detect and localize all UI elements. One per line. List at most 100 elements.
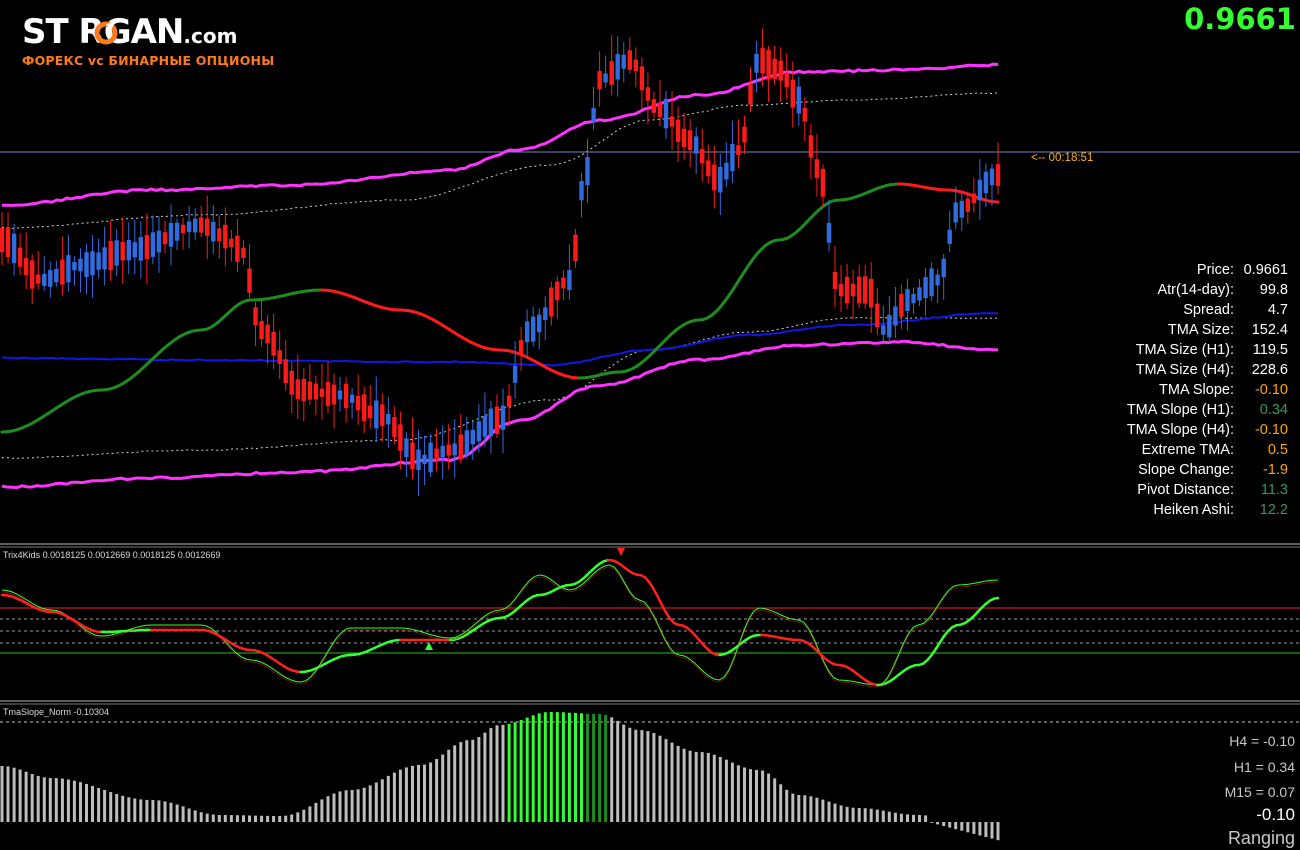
candle-body [470, 430, 475, 445]
candle-body [518, 340, 524, 356]
candle-body [537, 314, 542, 333]
candle-body [911, 294, 916, 304]
candle-body [72, 262, 77, 271]
tma-inner-upper-band [2, 92, 999, 229]
candle-body [681, 128, 687, 148]
candle-body [935, 274, 940, 286]
trix-signal-segment [656, 595, 664, 607]
current-slope-readout: -0.10 [1256, 805, 1295, 824]
candle-body [223, 224, 228, 249]
candle-body [355, 395, 361, 411]
candle-body [253, 307, 258, 326]
candle-body [398, 424, 403, 451]
candle-body [567, 270, 572, 290]
info-row: Slope Change: -1.9 [1127, 460, 1288, 480]
candle-body [66, 255, 71, 283]
info-row: Heiken Ashi: 12.2 [1127, 500, 1288, 520]
info-row-label: Pivot Distance: [1137, 482, 1234, 498]
candle-body [971, 193, 977, 203]
candle-body [675, 119, 681, 142]
candle-body [706, 160, 711, 177]
candle-body [863, 276, 868, 304]
info-row-value: -0.10 [1254, 382, 1288, 398]
candle-body [156, 230, 162, 253]
candle-body [180, 224, 186, 234]
candle-body [78, 258, 83, 272]
candle-body [724, 162, 729, 180]
candle-body [241, 247, 246, 258]
trix-pane[interactable] [0, 548, 1300, 688]
candle-body [947, 229, 952, 244]
candle-body [796, 86, 801, 114]
candle-body [881, 325, 886, 335]
candle-body [235, 235, 240, 262]
candle-body [440, 445, 445, 458]
candle-body [929, 268, 934, 297]
info-row: Pivot Distance: 11.3 [1127, 480, 1288, 500]
candle-body [506, 395, 512, 407]
candle-body [790, 79, 795, 108]
info-row: TMA Size (H1): 119.5 [1127, 340, 1288, 360]
candle-body [150, 232, 156, 257]
candle-body [144, 235, 150, 260]
candle-body [887, 314, 892, 338]
candle-body [850, 283, 856, 297]
candle-body [211, 221, 216, 242]
candle-body [748, 84, 753, 105]
tma-slope-indicator-label: TmaSlope_Norm -0.10304 [3, 707, 110, 717]
candle-body [965, 198, 970, 212]
candle-body [494, 406, 500, 434]
tma-slope-pane[interactable] [0, 712, 1300, 841]
info-row-value: 152.4 [1251, 322, 1288, 338]
candle-body [458, 434, 463, 460]
candle-body [802, 107, 807, 122]
market-state-readout: Ranging [1227, 828, 1295, 848]
candle-body [386, 413, 391, 425]
candle-body [205, 218, 210, 236]
candle-body [531, 316, 536, 342]
candle-body [543, 307, 548, 320]
candle-body [778, 60, 783, 81]
candle-body [108, 240, 113, 271]
candle-body [120, 241, 125, 261]
info-row-label: TMA Slope: [1159, 382, 1234, 398]
candle-body [307, 381, 313, 400]
candle-body [368, 405, 373, 419]
main-price-pane[interactable] [0, 28, 1300, 496]
candle-body [820, 168, 826, 197]
candle-body [295, 379, 300, 400]
info-row-label: TMA Size (H1): [1135, 342, 1234, 358]
candle-body [349, 394, 355, 403]
candle-body [343, 383, 349, 409]
candle-body [271, 331, 276, 356]
candle-body [730, 144, 735, 172]
tma-center-line [1, 312, 999, 367]
info-row: TMA Slope (H4): -0.10 [1127, 420, 1288, 440]
candle-body [247, 268, 252, 293]
info-row-value: 11.3 [1260, 482, 1288, 498]
candle-body [923, 277, 928, 299]
candle-body [983, 171, 989, 194]
candle-body [639, 66, 645, 91]
candle-body [917, 287, 922, 301]
info-row-label: TMA Slope (H1): [1126, 402, 1234, 418]
candle-body [669, 116, 675, 127]
candle-body [193, 218, 198, 233]
info-row: TMA Size (H4): 228.6 [1127, 360, 1288, 380]
candle-body [283, 359, 288, 384]
candle-body [392, 417, 397, 438]
candle-body [899, 294, 904, 317]
candle-body [5, 227, 11, 257]
candle-body [700, 148, 705, 163]
candle-body [229, 238, 234, 247]
candle-body [585, 157, 590, 186]
candle-body [754, 53, 759, 73]
candle-body [476, 421, 482, 442]
candle-body [561, 277, 566, 289]
info-row-label: Price: [1196, 262, 1234, 278]
candle-body [657, 102, 663, 118]
candle-body [905, 289, 910, 311]
candle-body [597, 70, 602, 90]
info-row-value: 0.9661 [1243, 262, 1288, 278]
